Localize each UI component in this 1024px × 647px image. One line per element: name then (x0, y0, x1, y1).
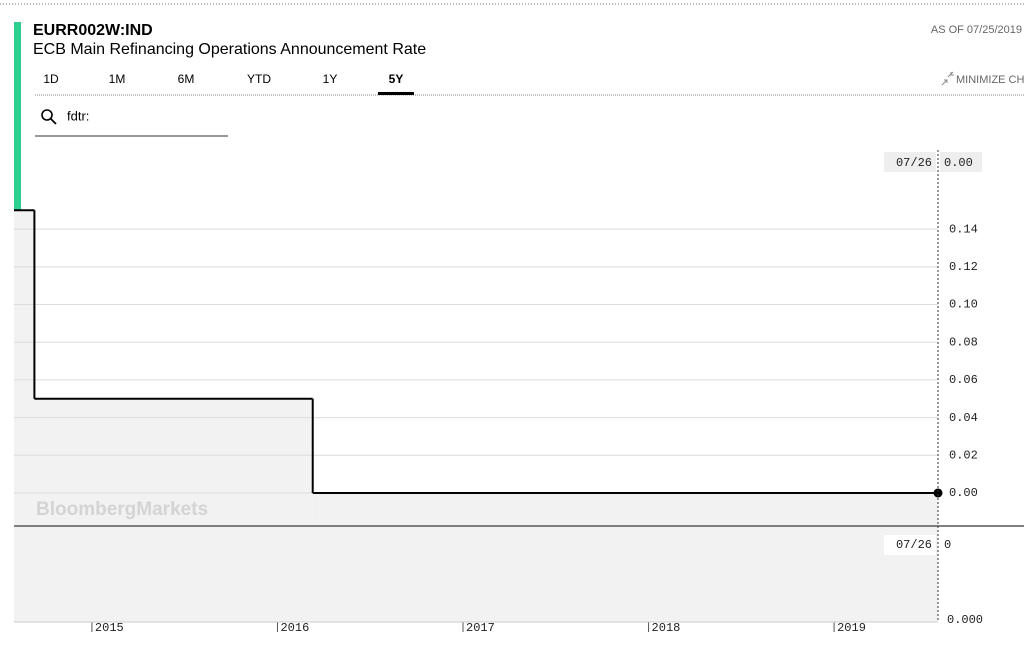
search-icon-handle (50, 118, 57, 125)
area (312, 492, 938, 525)
tab[interactable]: 1Y (323, 72, 338, 86)
value-tag-bg (940, 152, 982, 172)
lower-value-tag-bg (940, 535, 960, 555)
last-date-label: 07/26 (896, 156, 932, 170)
y-tick-label: 0.14 (949, 222, 978, 236)
lower-axis-label: 0.000 (947, 613, 983, 627)
y-tick-label: 0.10 (949, 298, 978, 312)
minimize-label[interactable]: MINIMIZE CH (956, 74, 1024, 86)
lower-date-label: 07/26 (896, 538, 932, 552)
as-of: AS OF 07/25/2019 (931, 24, 1022, 36)
search-input[interactable]: fdtr: (67, 108, 89, 123)
ticker: EURR002W:IND (33, 22, 153, 39)
last-point (933, 488, 943, 498)
x-tick-label: 2018 (652, 621, 681, 635)
minimize[interactable]: MINIMIZE CH (941, 71, 1024, 86)
watermark: BloombergMarkets (36, 499, 208, 520)
last-value-label: 0.00 (944, 156, 973, 170)
date-tag-bg (884, 152, 936, 172)
security-name: ECB Main Refinancing Operations Announce… (33, 41, 426, 58)
tab[interactable]: 6M (178, 72, 195, 86)
tab[interactable]: 5Y (389, 72, 404, 86)
minimize-icon[interactable] (941, 71, 954, 86)
y-tick-label: 0.02 (949, 448, 978, 462)
tab[interactable]: YTD (247, 72, 271, 86)
area (34, 398, 313, 525)
lower-panel (14, 527, 938, 622)
tab[interactable]: 1D (43, 72, 59, 86)
y-tick-label: 0.06 (949, 373, 978, 387)
x-tick-label: 2019 (837, 621, 866, 635)
y-tick-label: 0.08 (949, 335, 978, 349)
x-tick-label: 2016 (280, 621, 309, 635)
search-icon (41, 109, 53, 121)
y-tick-label: 0.04 (949, 411, 978, 425)
active-tab-underline (378, 92, 414, 95)
lower-date-tag-bg (884, 535, 936, 555)
lower-value-label: 0 (944, 538, 951, 552)
y-tick-label: 0.00 (949, 486, 978, 500)
tab[interactable]: 1M (109, 72, 126, 86)
x-tick-label: 2017 (466, 621, 495, 635)
area (14, 210, 35, 525)
y-tick-label: 0.12 (949, 260, 978, 274)
accent-bar (14, 22, 21, 210)
x-tick-label: 2015 (95, 621, 124, 635)
